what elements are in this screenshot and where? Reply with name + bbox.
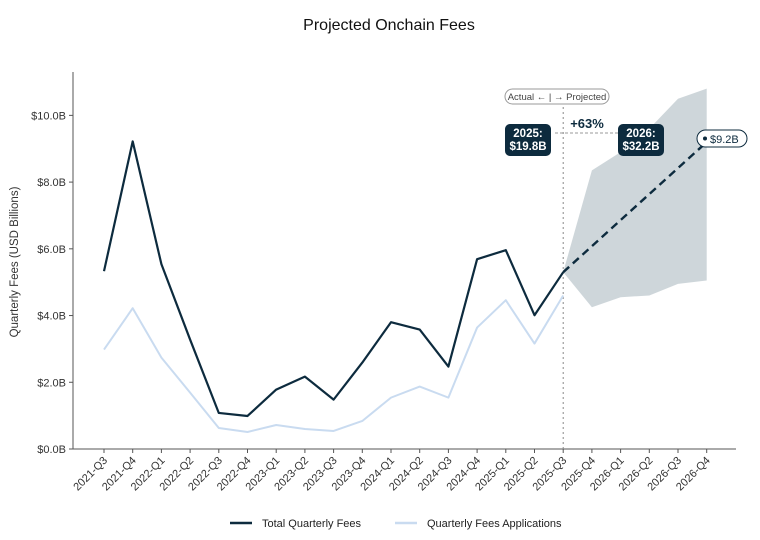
label-2026-text: 2026: — [626, 128, 655, 140]
y-tick-label: $4.0B — [37, 311, 66, 323]
projection-line — [562, 141, 708, 274]
y-tick-label: $2.0B — [37, 377, 66, 389]
y-tick-label: $10.0B — [31, 110, 66, 122]
chart-title: Projected Onchain Fees — [303, 17, 475, 34]
y-axis-label: Quarterly Fees (USD Billions) — [9, 186, 21, 337]
growth-label: +63% — [570, 116, 604, 131]
divider-label-text: Actual ← | → Projected — [508, 92, 607, 103]
projection-band — [563, 88, 707, 308]
label-2025-text: 2025: — [513, 128, 542, 140]
y-tick-label: $8.0B — [37, 177, 66, 189]
series-line-applications — [103, 295, 565, 433]
end-value-label: $9.2B — [696, 129, 748, 148]
divider-label: Actual ← | → Projected — [504, 88, 610, 105]
y-tick-label: $0.0B — [37, 444, 66, 456]
legend-label: Total Quarterly Fees — [262, 518, 362, 530]
series-line-total — [102, 140, 565, 418]
y-tick-label: $6.0B — [37, 244, 66, 256]
label-2025-text: $19.8B — [509, 141, 546, 153]
label-2025-box — [505, 124, 551, 156]
label-2026-text: $32.2B — [622, 141, 659, 153]
end-value-text: $9.2B — [710, 134, 739, 146]
end-value-box — [696, 129, 748, 148]
divider-label-box — [504, 88, 610, 105]
label-2026: 2026:$32.2B — [618, 124, 664, 156]
legend-label: Quarterly Fees Applications — [427, 518, 562, 530]
label-2026-box — [618, 124, 664, 156]
label-2025: 2025:$19.8B — [505, 124, 551, 156]
end-value-dot — [703, 136, 707, 141]
